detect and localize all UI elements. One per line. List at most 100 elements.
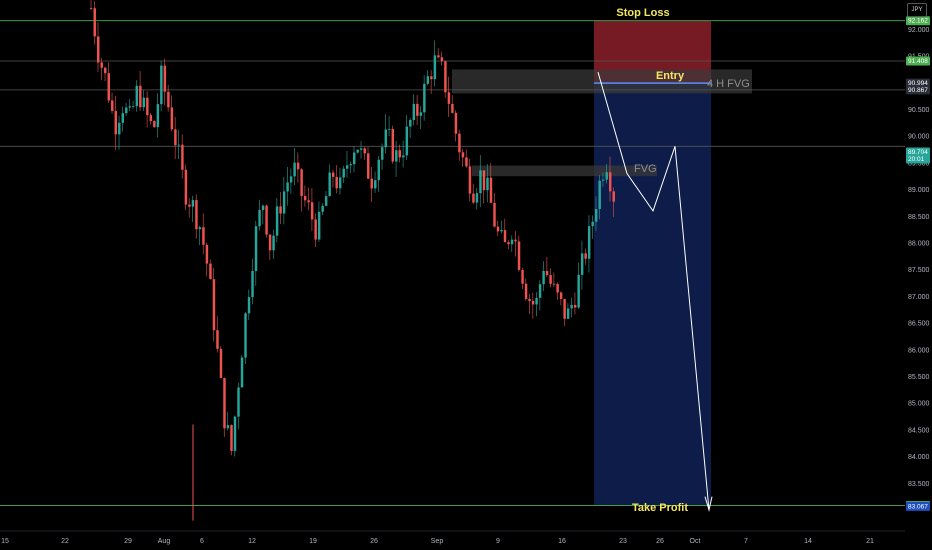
candle-body	[556, 283, 559, 293]
x-tick-label: 21	[866, 538, 874, 545]
candle-body	[524, 283, 528, 299]
price-label-text: 83.067	[908, 503, 928, 510]
candle-body	[423, 83, 426, 113]
y-tick-label: 90.000	[908, 134, 930, 141]
candle-body	[433, 55, 437, 80]
candle-body	[149, 115, 153, 122]
candle-body	[454, 112, 458, 134]
candle-body	[275, 206, 279, 236]
x-tick-label: Aug	[158, 538, 171, 545]
candle-body	[104, 67, 107, 74]
candle-body	[118, 122, 121, 135]
candle-body	[542, 271, 545, 285]
candle-body	[405, 126, 409, 156]
candle-body	[566, 308, 570, 319]
candle-body	[111, 100, 114, 111]
candle-body	[416, 103, 419, 116]
x-tick-label: 14	[804, 538, 812, 545]
currency-badge[interactable]: JPY	[907, 3, 927, 17]
entry-label: Entry	[656, 70, 685, 82]
candle-body	[444, 61, 447, 93]
x-tick-label: 29	[124, 538, 132, 545]
x-tick-label: 6	[200, 538, 204, 545]
y-tick-label: 90.500	[908, 107, 930, 114]
candle-body	[356, 149, 359, 153]
price-label-time: 20:01	[908, 156, 925, 163]
y-tick-label: 92.000	[908, 27, 930, 34]
candle-body	[608, 172, 612, 192]
candle-body	[486, 177, 489, 191]
candle-body	[535, 297, 538, 305]
x-tick-label: 26	[656, 538, 664, 545]
candle-body	[580, 253, 584, 275]
candle-body	[521, 270, 524, 284]
candle-body	[573, 304, 577, 308]
candle-body	[367, 153, 370, 179]
x-tick-label: 26	[370, 538, 378, 545]
candle-body	[272, 235, 275, 251]
fvg-zone	[472, 165, 657, 177]
candle-body	[156, 104, 160, 128]
candle-body	[174, 129, 177, 146]
candle-body	[205, 244, 209, 264]
candle-body	[254, 226, 258, 271]
candle-body	[153, 121, 156, 128]
price-label-text: 90.867	[908, 87, 928, 94]
candle-body	[384, 129, 388, 148]
candle-body	[321, 205, 324, 212]
x-tick-label: 19	[309, 538, 317, 545]
candle-body	[563, 298, 566, 319]
candle-body	[545, 271, 549, 276]
candle-body	[510, 239, 514, 245]
candle-body	[360, 148, 363, 150]
candle-body	[440, 57, 444, 62]
candle-body	[447, 92, 451, 104]
candle-body	[160, 65, 163, 105]
candle-body	[475, 193, 479, 203]
candle-body	[97, 36, 100, 63]
candle-body	[265, 205, 268, 235]
candle-body	[128, 106, 132, 108]
candle-body	[419, 112, 423, 116]
candle-body	[219, 348, 223, 378]
candle-body	[310, 202, 314, 220]
candle-body	[209, 263, 212, 280]
y-tick-label: 85.000	[908, 401, 930, 408]
candle-body	[286, 182, 289, 192]
candle-body	[559, 292, 563, 299]
candle-body	[184, 169, 188, 205]
candle-body	[465, 157, 468, 167]
x-tick-label: 7	[744, 538, 748, 545]
candle-body	[139, 85, 142, 108]
y-tick-label: 84.500	[908, 427, 930, 434]
candle-body	[237, 387, 240, 417]
x-tick-label: 23	[619, 538, 627, 545]
price-label-box	[906, 147, 930, 164]
candle-body	[601, 179, 605, 181]
candle-body	[167, 91, 170, 108]
candle-body	[223, 377, 226, 429]
candle-body	[233, 416, 237, 451]
candle-body	[177, 144, 181, 146]
candle-body	[240, 357, 244, 388]
candle-body	[230, 425, 233, 451]
candle-body	[426, 76, 430, 84]
currency-label: JPY	[911, 7, 923, 13]
candle-body	[528, 298, 531, 301]
candle-body	[353, 152, 356, 165]
candle-body	[296, 162, 300, 170]
x-tick-label: 9	[496, 538, 500, 545]
x-tick-label: 22	[61, 538, 69, 545]
take-profit-label: Take Profit	[632, 502, 688, 514]
candle-body	[594, 208, 598, 222]
candle-body	[338, 177, 342, 189]
candle-body	[195, 200, 198, 230]
candle-body	[430, 76, 433, 80]
candle-body	[328, 172, 331, 197]
candle-body	[549, 275, 552, 284]
candle-body	[317, 211, 321, 240]
candle-body	[598, 180, 601, 209]
candle-body	[261, 205, 265, 211]
candle-body	[331, 172, 335, 177]
